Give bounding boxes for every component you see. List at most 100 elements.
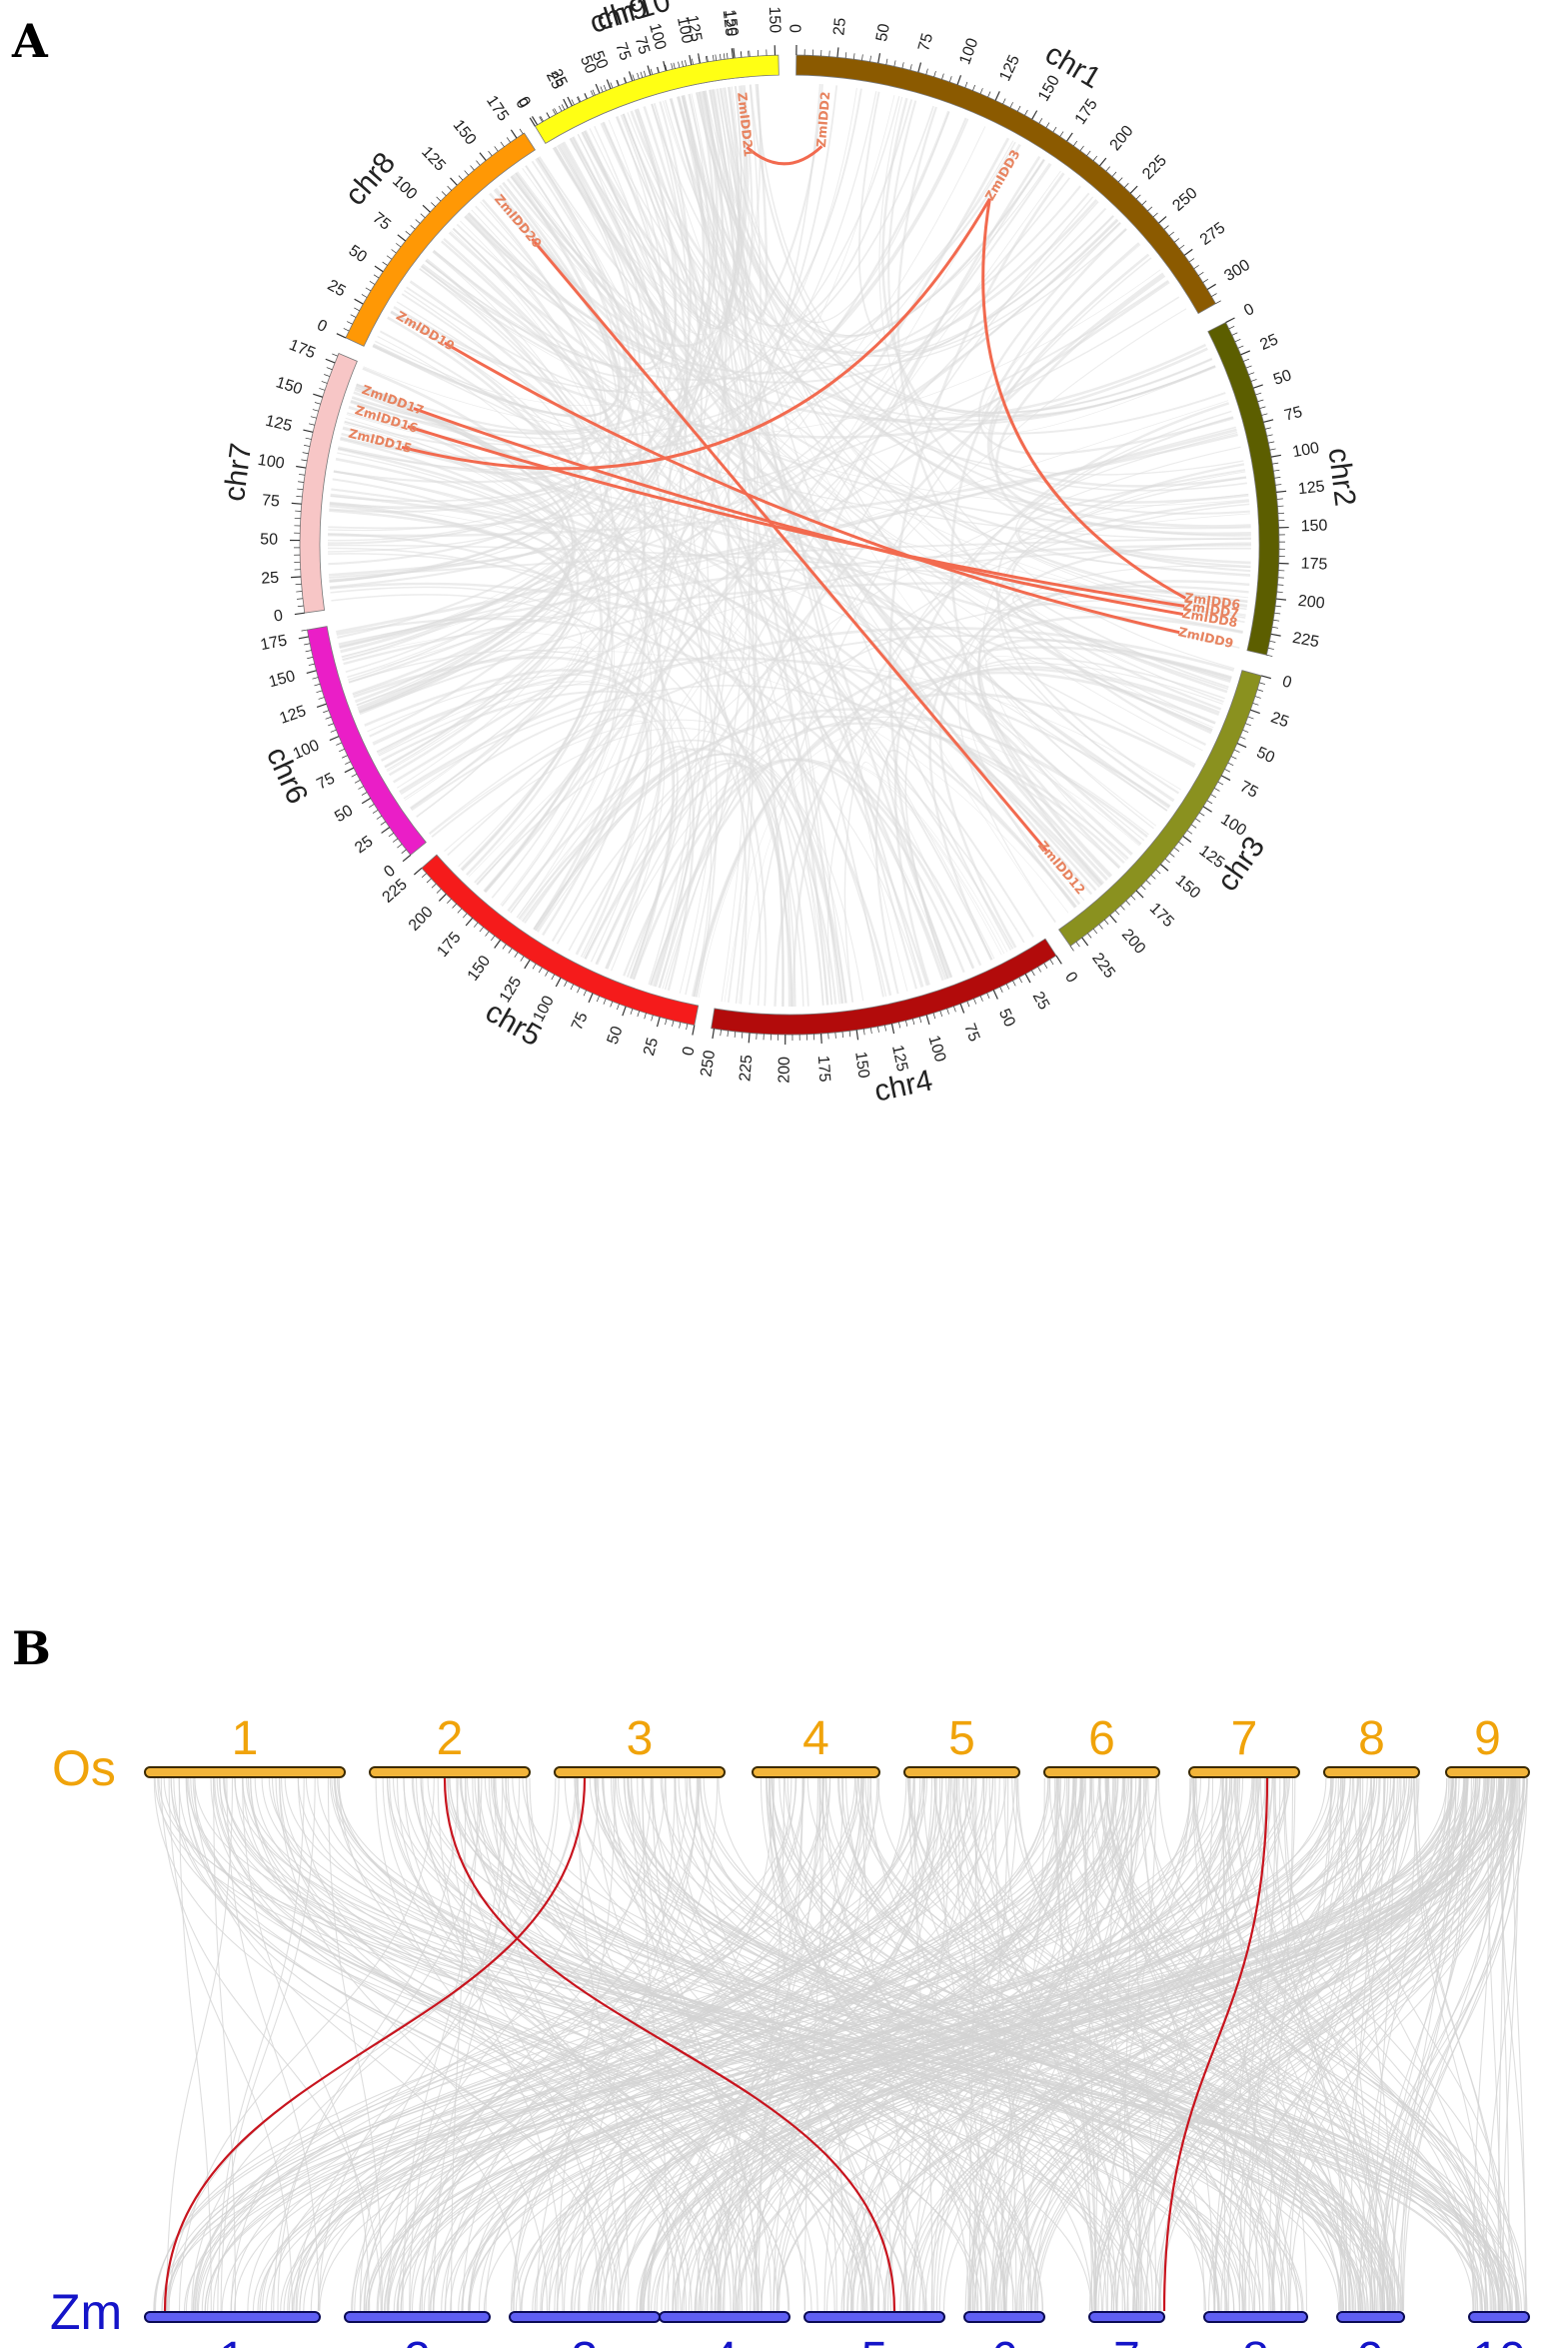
background-link <box>484 137 1010 893</box>
minor-tick <box>1169 853 1175 858</box>
background-link <box>664 99 1175 801</box>
synteny-background-link <box>1221 1777 1475 2312</box>
synteny-background-link <box>352 1777 825 2312</box>
gene-link-ZmIDD9-ZmIDD19 <box>444 341 1180 635</box>
background-link <box>337 85 749 639</box>
os-chromosome-bar <box>144 1766 346 1778</box>
minor-tick <box>901 62 904 69</box>
zm-chromosome-label: 9 <box>1357 2333 1384 2348</box>
minor-tick <box>1191 824 1197 829</box>
synteny-background-link <box>769 1777 989 2312</box>
minor-tick <box>494 146 499 152</box>
minor-tick <box>546 112 551 118</box>
synteny-background-link <box>719 1777 1289 2312</box>
minor-tick <box>361 792 368 796</box>
background-link <box>359 646 590 810</box>
synteny-background-link <box>1001 1777 1488 2312</box>
zm-chromosome-label: 6 <box>991 2333 1018 2348</box>
chromosome-name-chr2: chr2 <box>1322 446 1362 508</box>
minor-tick <box>681 60 684 67</box>
minor-tick <box>485 931 490 937</box>
minor-tick <box>1150 875 1156 880</box>
minor-tick <box>1123 183 1129 188</box>
minor-tick <box>898 1022 901 1029</box>
background-link <box>332 478 793 1008</box>
major-tick <box>959 1003 965 1014</box>
minor-tick <box>457 908 463 914</box>
tick-label: 150 <box>267 668 297 691</box>
synteny-background-link <box>270 1777 923 2312</box>
background-link <box>336 428 1237 634</box>
minor-tick <box>1224 769 1231 773</box>
minor-tick <box>1266 654 1273 657</box>
background-link <box>607 716 1149 970</box>
major-tick <box>628 71 634 82</box>
gene-label: ZmIDD6 <box>1183 590 1241 612</box>
species-label-os: Os <box>52 1740 116 1796</box>
minor-tick <box>1230 756 1237 760</box>
background-link <box>510 175 1093 896</box>
synteny-background-link <box>1402 1777 1498 2312</box>
synteny-background-link <box>153 1777 620 2312</box>
minor-tick <box>590 90 594 97</box>
minor-tick <box>941 73 944 80</box>
major-tick <box>1031 110 1038 120</box>
synteny-background-link <box>327 1777 383 2312</box>
synteny-background-link <box>1213 1777 1344 2312</box>
synteny-background-link <box>1389 1777 1524 2312</box>
synteny-background-link <box>376 1777 1049 2312</box>
minor-tick <box>1217 781 1224 786</box>
minor-tick <box>600 86 604 93</box>
synteny-background-link <box>219 1777 721 2312</box>
synteny-background-link <box>402 1777 480 2312</box>
synteny-background-link <box>207 1777 1227 2312</box>
minor-tick <box>302 452 309 455</box>
minor-tick <box>1198 272 1204 276</box>
background-link <box>582 131 1127 367</box>
background-link <box>928 580 1250 961</box>
synteny-background-link <box>766 1777 1103 2312</box>
minor-tick <box>979 996 983 1002</box>
minor-tick <box>1117 177 1123 183</box>
synteny-background-link <box>1376 1777 1502 2312</box>
tick-label: 25 <box>1257 331 1280 354</box>
background-link <box>711 84 769 318</box>
synteny-background-link <box>468 1777 1118 2312</box>
background-link <box>353 391 1103 887</box>
minor-tick <box>520 956 525 962</box>
minor-tick <box>476 160 481 166</box>
minor-tick <box>1114 910 1120 916</box>
synteny-highlight-os2-zm5 <box>443 1777 896 2312</box>
minor-tick <box>1145 880 1151 886</box>
background-link <box>373 84 761 406</box>
background-link <box>330 118 969 503</box>
background-link <box>357 198 612 710</box>
minor-tick <box>410 225 416 230</box>
minor-tick <box>447 899 452 904</box>
background-link <box>426 258 621 877</box>
tick-label: 75 <box>569 1010 592 1033</box>
major-tick <box>524 960 531 970</box>
background-link <box>343 582 1248 666</box>
background-link <box>749 257 1152 1006</box>
synteny-background-link <box>191 1777 577 2312</box>
major-tick <box>531 116 539 126</box>
synteny-background-link <box>857 1777 1517 2312</box>
synteny-background-link <box>1094 1777 1114 2312</box>
major-tick <box>877 53 881 64</box>
synteny-background-link <box>218 1777 1219 2312</box>
major-tick <box>313 393 323 398</box>
minor-tick <box>1125 900 1131 906</box>
zm-chromosome-label: 3 <box>572 2333 599 2348</box>
synteny-background-link <box>178 1777 212 2312</box>
minor-tick <box>1105 166 1110 172</box>
minor-tick <box>1012 980 1016 987</box>
minor-tick <box>330 729 337 733</box>
major-tick <box>917 62 922 73</box>
minor-tick <box>431 883 437 889</box>
os-chromosome-bar <box>1188 1766 1300 1778</box>
ideogram-chr6 <box>306 626 427 856</box>
synteny-background-link <box>279 1777 549 2312</box>
background-link <box>399 626 1234 794</box>
minor-tick <box>502 944 507 950</box>
